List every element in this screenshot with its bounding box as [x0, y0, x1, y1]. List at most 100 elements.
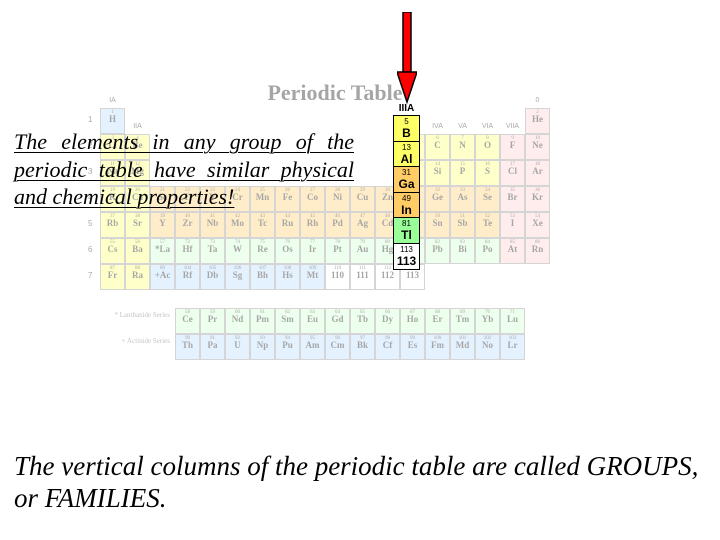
- element-cell: 94Pu: [275, 334, 300, 360]
- element-cell: 66Dy: [375, 308, 400, 334]
- group-label: VIIA: [500, 123, 525, 130]
- element-cell: 34Se: [475, 186, 500, 212]
- element-cell: 17Cl: [500, 160, 525, 186]
- element-cell: 15P: [450, 160, 475, 186]
- element-cell: 47Ag: [350, 212, 375, 238]
- element-cell: 68Er: [425, 308, 450, 334]
- element-cell: 106Sg: [225, 264, 250, 290]
- element-cell: 14Si: [425, 160, 450, 186]
- element-cell: 88Ra: [125, 264, 150, 290]
- element-cell: 44Ru: [275, 212, 300, 238]
- highlight-element-cell: 31Ga: [393, 166, 420, 193]
- element-cell: 43Tc: [250, 212, 275, 238]
- element-cell: 102No: [475, 334, 500, 360]
- highlight-element-cell: 13Al: [393, 141, 420, 168]
- element-cell: 6C: [425, 134, 450, 160]
- period-label: 7: [88, 271, 92, 280]
- element-cell: 100Fm: [425, 334, 450, 360]
- element-cell: 60Nd: [225, 308, 250, 334]
- element-cell: 83Bi: [450, 238, 475, 264]
- element-cell: 54Xe: [525, 212, 550, 238]
- actinide-label: + Actinide Series: [110, 337, 170, 345]
- group-label: IVA: [425, 123, 450, 130]
- element-cell: 74W: [225, 238, 250, 264]
- element-cell: 65Tb: [350, 308, 375, 334]
- period-label: 5: [88, 219, 92, 228]
- element-cell: 63Eu: [300, 308, 325, 334]
- element-cell: 72Hf: [175, 238, 200, 264]
- element-cell: 2He: [525, 108, 550, 134]
- highlight-element-cell: 81Tl: [393, 217, 420, 244]
- element-cell: 9F: [500, 134, 525, 160]
- highlight-element-cell: 49In: [393, 192, 420, 219]
- group-label: 0: [525, 97, 550, 104]
- element-cell: 42Mo: [225, 212, 250, 238]
- element-cell: 75Re: [250, 238, 275, 264]
- element-cell: 109Mt: [300, 264, 325, 290]
- element-cell: 78Pt: [325, 238, 350, 264]
- element-cell: 55Cs: [100, 238, 125, 264]
- element-cell: 82Pb: [425, 238, 450, 264]
- element-cell: 95Am: [300, 334, 325, 360]
- element-cell: 57*La: [150, 238, 175, 264]
- element-cell: 96Cm: [325, 334, 350, 360]
- element-cell: 10Ne: [525, 134, 550, 160]
- element-cell: 33As: [450, 186, 475, 212]
- element-cell: 76Os: [275, 238, 300, 264]
- element-cell: 87Fr: [100, 264, 125, 290]
- element-cell: 107Bh: [250, 264, 275, 290]
- element-cell: 62Sm: [275, 308, 300, 334]
- group-column-highlight: IIIA 5B13Al31Ga49In81Tl113113: [393, 103, 420, 268]
- group-label: VIA: [475, 123, 500, 130]
- element-cell: 36Kr: [525, 186, 550, 212]
- overlay-text: The elements in any group of the periodi…: [14, 128, 354, 211]
- element-cell: 84Po: [475, 238, 500, 264]
- group-label: IA: [100, 97, 125, 104]
- element-cell: 61Pm: [250, 308, 275, 334]
- element-cell: 97Bk: [350, 334, 375, 360]
- element-cell: 86Rn: [525, 238, 550, 264]
- period-label: 1: [88, 115, 92, 124]
- element-cell: 41Nb: [200, 212, 225, 238]
- element-cell: 85At: [500, 238, 525, 264]
- element-cell: 52Te: [475, 212, 500, 238]
- element-cell: 89+Ac: [150, 264, 175, 290]
- element-cell: 104Rf: [175, 264, 200, 290]
- element-cell: 56Ba: [125, 238, 150, 264]
- element-cell: 64Gd: [325, 308, 350, 334]
- element-cell: 69Tm: [450, 308, 475, 334]
- element-cell: 70Yb: [475, 308, 500, 334]
- element-cell: 51Sb: [450, 212, 475, 238]
- element-cell: 53I: [500, 212, 525, 238]
- element-cell: 103Lr: [500, 334, 525, 360]
- element-cell: 79Au: [350, 238, 375, 264]
- element-cell: 99Es: [400, 334, 425, 360]
- element-cell: 71Lu: [500, 308, 525, 334]
- element-cell: 67Ho: [400, 308, 425, 334]
- highlight-element-cell: 113113: [393, 243, 420, 270]
- element-cell: 91Pa: [200, 334, 225, 360]
- element-cell: 18Ar: [525, 160, 550, 186]
- element-cell: 93Np: [250, 334, 275, 360]
- element-cell: 105Db: [200, 264, 225, 290]
- element-cell: 38Sr: [125, 212, 150, 238]
- element-cell: 16S: [475, 160, 500, 186]
- element-cell: 90Th: [175, 334, 200, 360]
- element-cell: 77Ir: [300, 238, 325, 264]
- element-cell: 92U: [225, 334, 250, 360]
- element-cell: 40Zr: [175, 212, 200, 238]
- element-cell: 58Ce: [175, 308, 200, 334]
- caption-text: The vertical columns of the periodic tab…: [14, 450, 706, 515]
- element-cell: 7N: [450, 134, 475, 160]
- element-cell: 111111: [350, 264, 375, 290]
- highlight-arrow: [397, 12, 417, 109]
- element-cell: 37Rb: [100, 212, 125, 238]
- element-cell: 39Y: [150, 212, 175, 238]
- element-cell: 98Cf: [375, 334, 400, 360]
- element-cell: 35Br: [500, 186, 525, 212]
- lanthanide-label: * Lanthanide Series: [110, 311, 170, 319]
- element-cell: 8O: [475, 134, 500, 160]
- period-label: 6: [88, 245, 92, 254]
- element-cell: 73Ta: [200, 238, 225, 264]
- element-cell: 50Sn: [425, 212, 450, 238]
